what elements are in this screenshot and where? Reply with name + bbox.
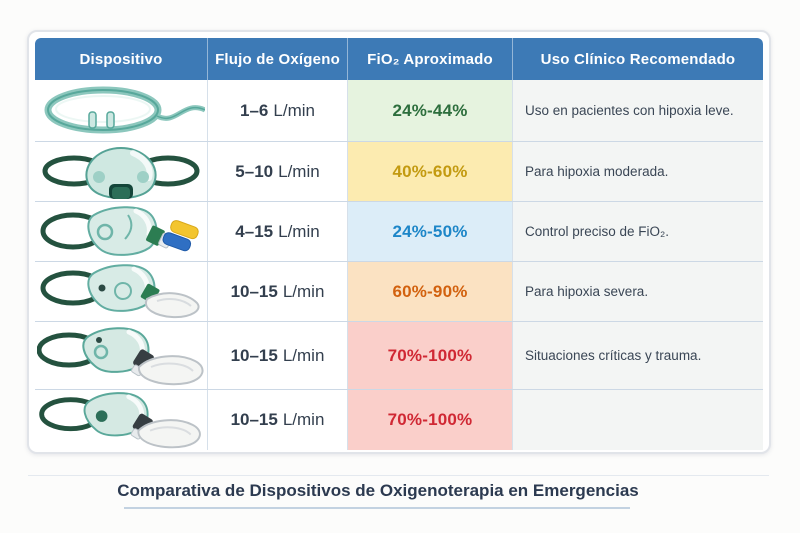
flow-range: 10–15 [230,410,278,429]
caption-divider [28,475,769,476]
table-row: 10–15 L/min 70%-100% [35,389,763,450]
fio2-cell: 70%-100% [347,390,512,450]
device-cell [35,262,207,321]
page-title: Comparativa de Dispositivos de Oxigenote… [117,481,639,500]
fio2-value: 40%-60% [392,161,468,181]
flow-cell: 5–10 L/min [207,142,347,201]
table-row: 10–15 L/min 60%-90% Para hipoxia severa. [35,261,763,321]
table-row: 10–15 L/min 70%-100% Situaciones crítica… [35,321,763,389]
clinical-use-cell: Uso en pacientes con hipoxia leve. [512,80,763,141]
flow-range: 1–6 [240,100,269,120]
clinical-use-cell: Situaciones críticas y trauma. [512,322,763,389]
comparison-table-card: Dispositivo Flujo de Oxígeno FiO₂ Aproxi… [27,30,771,454]
partial-rebreather-mask-icon [40,263,200,318]
flow-unit: L/min [278,221,320,241]
column-header-uso-clinico: Uso Clínico Recomendado [512,38,763,80]
fio2-cell: 24%-44% [347,80,512,141]
caption-container: Comparativa de Dispositivos de Oxigenote… [30,481,726,501]
nonrebreather-mask-icon [37,326,204,385]
nasal-cannula-icon [44,86,205,133]
flow-cell: 4–15 L/min [207,202,347,261]
flow-cell: 1–6 L/min [207,80,347,141]
flow-range: 10–15 [230,281,278,301]
flow-cell: 10–15 L/min [207,262,347,321]
clinical-use-cell: Para hipoxia moderada. [512,142,763,201]
oxygen-device-table: Dispositivo Flujo de Oxígeno FiO₂ Aproxi… [35,38,763,450]
fio2-value: 70%-100% [387,410,473,429]
fio2-cell: 24%-50% [347,202,512,261]
reservoir-bag-mask-icon [39,392,201,449]
device-cell [35,322,207,389]
simple-face-mask-icon [42,146,200,199]
fio2-cell: 70%-100% [347,322,512,389]
venturi-mask-icon [40,205,199,256]
flow-unit: L/min [273,100,315,120]
flow-unit: L/min [282,345,325,365]
device-cell [35,390,207,450]
device-cell [35,142,207,201]
flow-cell: 10–15 L/min [207,322,347,389]
table-row: 4–15 L/min 24%-50% Control preciso de Fi… [35,201,763,261]
caption-underline [124,507,630,509]
fio2-value: 60%-90% [392,281,468,301]
device-cell [35,202,207,261]
device-cell [35,80,207,141]
flow-unit: L/min [282,410,325,429]
clinical-use-cell: Control preciso de FiO₂. [512,202,763,261]
fio2-value: 24%-50% [392,221,468,241]
clinical-use-cell [512,390,763,450]
flow-range: 10–15 [230,345,278,365]
flow-range: 5–10 [235,161,274,181]
flow-unit: L/min [278,161,320,181]
fio2-value: 70%-100% [387,345,473,365]
flow-range: 4–15 [235,221,274,241]
table-row: 5–10 L/min 40%-60% Para hipoxia moderada… [35,141,763,201]
column-header-fio2: FiO₂ Aproximado [347,38,512,80]
fio2-value: 24%-44% [392,100,468,120]
fio2-cell: 40%-60% [347,142,512,201]
table-row: 1–6 L/min 24%-44% Uso en pacientes con h… [35,80,763,141]
column-header-flujo: Flujo de Oxígeno [207,38,347,80]
flow-unit: L/min [282,281,325,301]
table-header-row: Dispositivo Flujo de Oxígeno FiO₂ Aproxi… [35,38,763,80]
flow-cell: 10–15 L/min [207,390,347,450]
column-header-dispositivo: Dispositivo [79,50,163,68]
clinical-use-cell: Para hipoxia severa. [512,262,763,321]
fio2-cell: 60%-90% [347,262,512,321]
